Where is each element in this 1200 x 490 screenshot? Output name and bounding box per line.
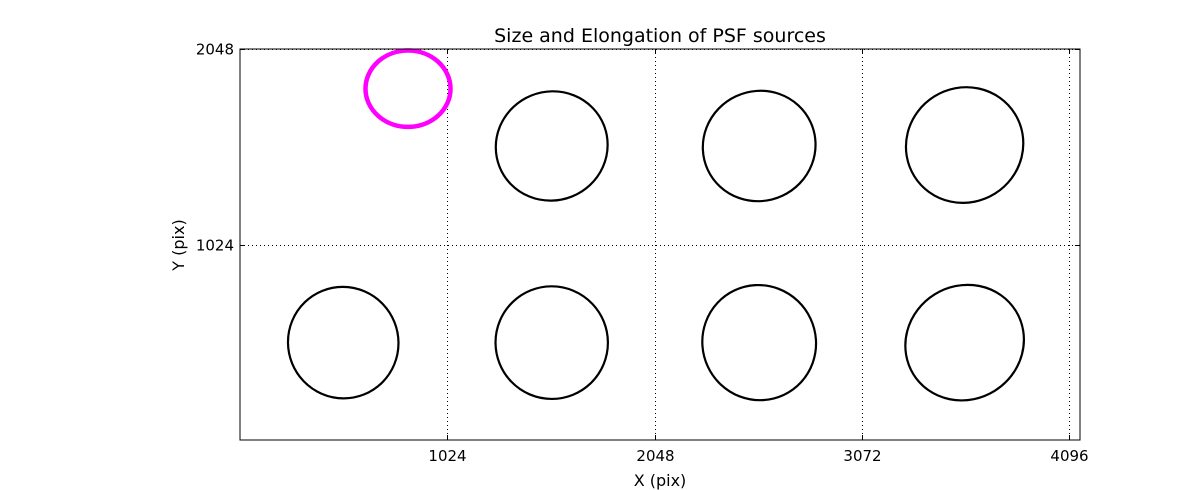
chart-title: Size and Elongation of PSF sources [494,25,826,47]
psf-ellipse [701,89,817,203]
y-axis-label: Y (pix) [169,219,188,271]
psf-ellipse [494,90,609,202]
x-axis-label: X (pix) [634,471,687,490]
psf-ellipse [701,283,818,402]
x-tick-label: 3072 [843,447,881,465]
psf-ellipse [904,283,1026,402]
x-tick-label: 1024 [428,447,466,465]
psf-ellipse [904,86,1025,204]
x-tick-label: 4096 [1050,447,1088,465]
x-tick-label: 2048 [636,447,674,465]
psf-ellipses [286,48,1026,402]
psf-ellipse [494,285,610,401]
y-tick-label: 1024 [196,237,234,255]
y-tick-label: 2048 [196,41,234,59]
grid-lines [240,49,1080,440]
plot-frame [239,48,1081,441]
reference-circle [363,48,453,130]
psf-ellipse [286,285,400,400]
axis-ticks: 1024 2048 3072 4096 1024 2048 [196,41,1089,466]
